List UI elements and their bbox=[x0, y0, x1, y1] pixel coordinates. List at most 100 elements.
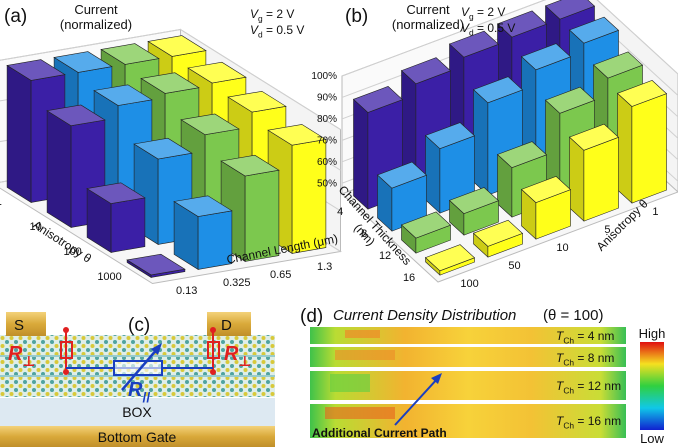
hot-spot bbox=[325, 407, 395, 419]
bar bbox=[424, 244, 476, 276]
bar-top bbox=[616, 80, 668, 107]
label: Vg = 2 V bbox=[250, 7, 294, 24]
row-tick-label: 16 bbox=[403, 272, 415, 284]
col-tick-label: 100 bbox=[460, 278, 478, 290]
bar bbox=[424, 122, 476, 214]
subscript: d bbox=[258, 30, 263, 40]
panel-title: Current Density Distribution bbox=[333, 307, 516, 324]
bar-top bbox=[140, 72, 200, 94]
colorbar-low: Low bbox=[640, 431, 664, 446]
label: Vd = 0.5 V bbox=[461, 21, 515, 38]
label: TCh = 4 nm bbox=[556, 329, 614, 346]
node bbox=[63, 369, 69, 375]
label: TCh = 8 nm bbox=[556, 351, 614, 368]
z-tick-label: 60% bbox=[317, 157, 337, 168]
chart-title: (normalized) bbox=[392, 17, 464, 32]
bar-top bbox=[376, 161, 428, 189]
node bbox=[210, 369, 216, 375]
bar-side bbox=[46, 110, 72, 228]
row-tick-label: 1 bbox=[0, 196, 2, 208]
bar bbox=[173, 195, 233, 270]
z-tick-label: 50% bbox=[317, 178, 337, 189]
bar bbox=[86, 182, 146, 253]
bar bbox=[472, 219, 524, 258]
text: = 0.5 V bbox=[263, 23, 305, 37]
z-tick-label: 90% bbox=[317, 92, 337, 103]
row-tick-label: 1000 bbox=[97, 271, 121, 283]
symbol: T bbox=[556, 414, 565, 428]
bar-top bbox=[173, 195, 233, 217]
bar-side bbox=[569, 136, 585, 222]
label: R⊥ bbox=[8, 343, 35, 369]
r-par-arrow bbox=[121, 347, 159, 391]
col-tick-label: 10 bbox=[556, 242, 568, 254]
bar-top bbox=[133, 137, 193, 160]
panel-label: (b) bbox=[345, 6, 368, 27]
r-perp-resistor bbox=[207, 341, 220, 359]
bar bbox=[496, 141, 548, 218]
grid-line bbox=[341, 0, 678, 77]
text: = 12 nm bbox=[574, 379, 621, 393]
chart-title: Current bbox=[74, 2, 118, 17]
bar-top bbox=[187, 61, 247, 84]
symbol: T bbox=[556, 329, 565, 343]
bar-top bbox=[86, 182, 146, 204]
subscript: Ch bbox=[563, 386, 574, 396]
bar-top bbox=[227, 90, 287, 113]
row-tick-label: 12 bbox=[379, 250, 391, 262]
bar-top bbox=[544, 0, 596, 20]
bar-top bbox=[568, 16, 620, 44]
node bbox=[63, 327, 69, 333]
annotation: Additional Current Path bbox=[312, 426, 447, 440]
hot-spot bbox=[335, 350, 395, 360]
bar bbox=[616, 80, 668, 204]
subscript: ⊥ bbox=[22, 353, 35, 369]
subscript: g bbox=[258, 14, 263, 24]
bar-front bbox=[583, 136, 619, 222]
bar-top bbox=[267, 124, 327, 146]
subscript: Ch bbox=[563, 421, 574, 431]
col-tick-label: 1.3 bbox=[317, 261, 332, 273]
col-tick-label: 5 bbox=[604, 224, 610, 236]
bar bbox=[568, 123, 620, 222]
subscript: d bbox=[469, 28, 474, 38]
panel-c bbox=[0, 312, 275, 447]
bar-side bbox=[425, 134, 441, 214]
bar bbox=[220, 154, 280, 262]
subscript: // bbox=[142, 389, 150, 405]
arrow-head bbox=[431, 373, 442, 384]
col-tick-label: 1 bbox=[652, 206, 658, 218]
bar-top bbox=[496, 10, 548, 38]
label: Vd = 0.5 V bbox=[250, 23, 304, 40]
col-tick-label: 0.325 bbox=[223, 277, 251, 289]
col-tick-label: 50 bbox=[508, 260, 520, 272]
r-par-resistor bbox=[113, 360, 163, 376]
text: = 2 V bbox=[474, 5, 506, 19]
symbol: R bbox=[8, 343, 23, 365]
drain-label: D bbox=[221, 317, 232, 334]
label: R⊥ bbox=[224, 343, 251, 369]
col-tick-label: 0.13 bbox=[176, 285, 197, 297]
bar-top bbox=[220, 154, 280, 177]
colorbar bbox=[640, 342, 664, 430]
bar-top bbox=[400, 57, 452, 85]
bar-top bbox=[93, 84, 153, 106]
row-tick-label: 100 bbox=[63, 246, 81, 258]
bar-top bbox=[126, 253, 186, 276]
text: = 0.5 V bbox=[474, 21, 516, 35]
hot-spot bbox=[345, 330, 380, 338]
chart-title: Current bbox=[406, 2, 450, 17]
bar bbox=[520, 176, 572, 240]
hot-spot bbox=[330, 374, 370, 392]
bar-top bbox=[352, 86, 404, 113]
source-label: S bbox=[14, 317, 24, 334]
box-label: BOX bbox=[122, 404, 152, 420]
symbol: R bbox=[128, 379, 143, 401]
source-contact bbox=[6, 312, 46, 336]
r-perp-resistor bbox=[60, 341, 73, 359]
bar-top bbox=[448, 187, 500, 214]
colorbar-high: High bbox=[639, 326, 666, 341]
panel-label: (d) bbox=[300, 306, 323, 327]
bar-top bbox=[400, 211, 452, 239]
